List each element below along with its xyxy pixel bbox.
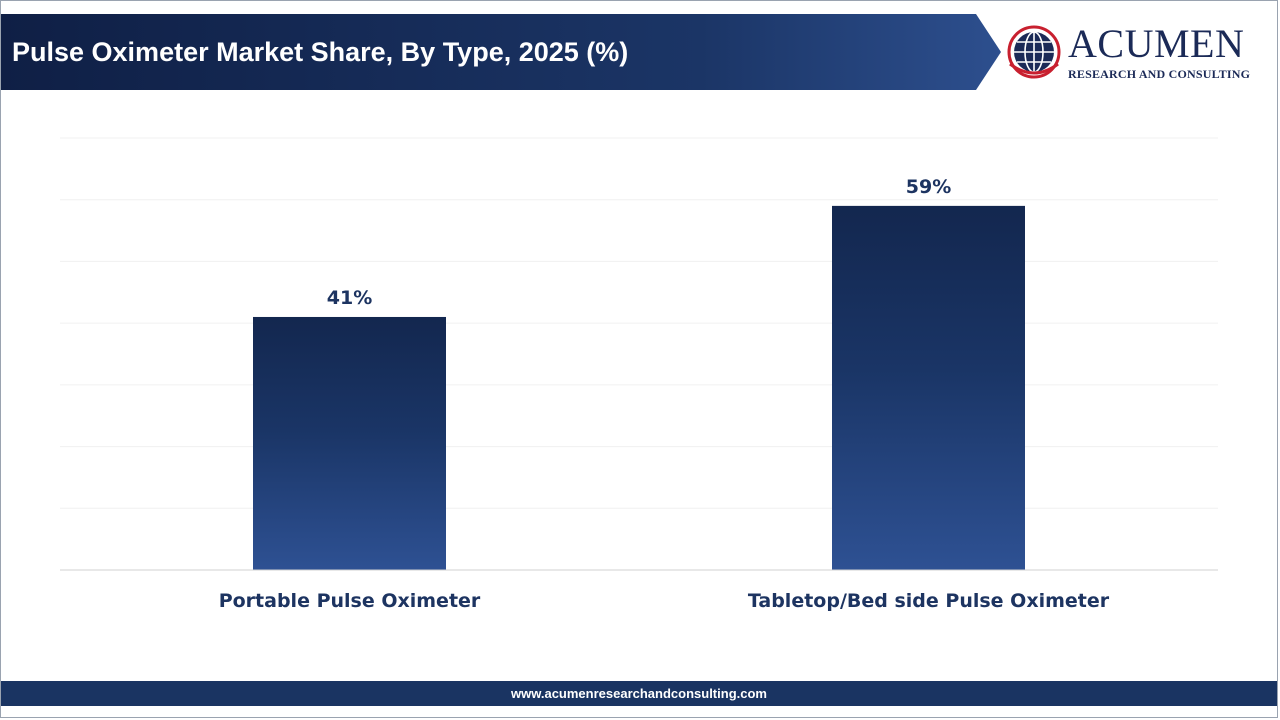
globe-icon (1007, 25, 1061, 79)
page-title: Pulse Oximeter Market Share, By Type, 20… (12, 37, 629, 67)
category-label-2: Tabletop/Bed side Pulse Oximeter (748, 590, 1110, 612)
data-label-1: 41% (327, 287, 372, 309)
logo-subtitle: RESEARCH AND CONSULTING (1068, 67, 1251, 81)
data-label-2: 59% (906, 176, 951, 198)
footer-url: www.acumenresearchandconsulting.com (511, 686, 767, 701)
title-banner (1, 14, 1001, 90)
acumen-logo: ACUMEN RESEARCH AND CONSULTING (1004, 20, 1266, 84)
logo-wordmark: ACUMEN (1068, 21, 1245, 66)
gridlines (60, 137, 1218, 509)
bar-2 (832, 205, 1025, 570)
category-label-1: Portable Pulse Oximeter (219, 590, 481, 612)
bar-1 (253, 316, 446, 570)
bars: 41% Portable Pulse Oximeter 59% Tabletop/Be… (219, 176, 1110, 612)
footer-bar: www.acumenresearchandconsulting.com (1, 681, 1277, 706)
